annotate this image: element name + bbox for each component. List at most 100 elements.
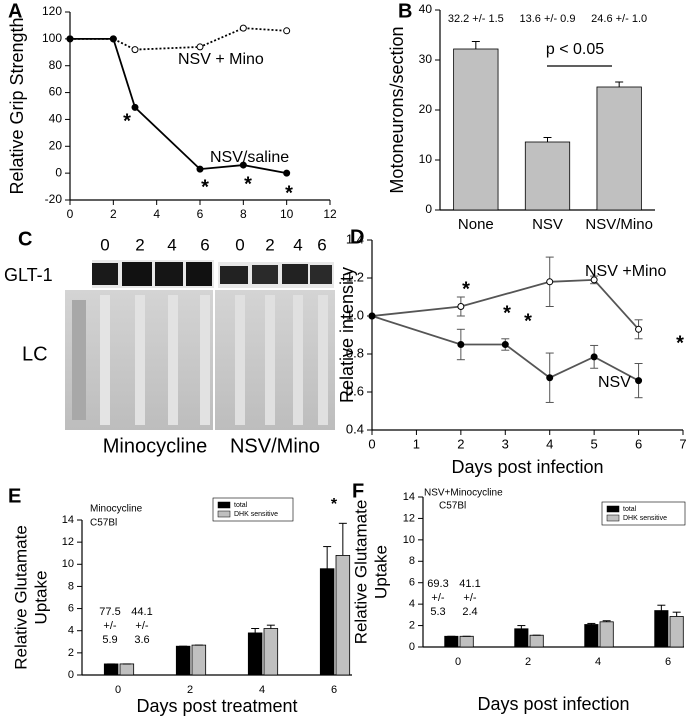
x-tick-label: 6: [635, 436, 642, 451]
x-tick-label: 0: [368, 436, 375, 451]
x-tick-label: 0: [455, 656, 461, 668]
y-tick-label: 80: [49, 58, 63, 72]
baseline-value: 5.9: [102, 634, 117, 646]
x-tick-label: 8: [240, 207, 247, 221]
baseline-value: 41.1: [459, 578, 480, 590]
lane-label: 4: [293, 235, 302, 254]
annotation: p < 0.05: [546, 41, 604, 58]
band: [220, 266, 248, 284]
annotation: *: [503, 302, 511, 324]
x-tick-label: 3: [502, 436, 509, 451]
y-axis-label: Relative intensity: [337, 267, 357, 403]
bar: [263, 628, 279, 676]
series-label: NSV: [598, 374, 631, 391]
gel-lane: [293, 295, 303, 425]
bar: [247, 632, 263, 676]
y-tick-label: 0: [425, 202, 432, 216]
gel-lane: [168, 295, 178, 425]
legend-label: DHK sensitive: [623, 515, 667, 522]
bar: [459, 635, 474, 648]
annotation: *: [201, 176, 209, 198]
gel-lane: [265, 295, 275, 425]
series-line: [371, 315, 639, 382]
gel-lane: [100, 295, 110, 425]
point: [283, 169, 291, 177]
x-tick-label: 4: [546, 436, 553, 451]
lane-label: 2: [135, 235, 144, 254]
x-tick-label: 10: [280, 207, 294, 221]
baseline-value: +/-: [135, 620, 148, 632]
x-tick-label: NSV: [532, 216, 563, 233]
y-tick-label: 8: [409, 555, 415, 567]
y-tick-label: 120: [42, 4, 62, 18]
point: [66, 35, 74, 43]
point: [283, 27, 291, 35]
panel-label: F: [352, 480, 364, 502]
y-axis-label: Uptake: [371, 545, 390, 599]
legend: [212, 497, 294, 522]
x-tick-label: 6: [665, 656, 671, 668]
baseline-value: +/-: [431, 592, 444, 604]
baseline-value: 2.4: [462, 606, 477, 618]
y-axis-label: Relative Glutamate: [351, 500, 370, 645]
y-tick-label: 2: [68, 647, 74, 659]
y-tick-label: 0: [68, 669, 74, 681]
bar: [119, 663, 135, 676]
gel-lane: [72, 300, 86, 420]
x-tick-label: 12: [323, 207, 337, 221]
bar: [524, 141, 571, 211]
y-tick-label: 30: [419, 52, 433, 66]
point: [368, 312, 376, 320]
bar: [584, 624, 599, 648]
baseline-value: +/-: [103, 620, 116, 632]
y-tick-label: 1.0: [346, 307, 364, 322]
panel-label: A: [8, 0, 22, 22]
group-label: NSV/Mino: [230, 435, 320, 457]
y-axis-label: Uptake: [31, 571, 50, 625]
y-tick-label: 10: [403, 534, 415, 546]
x-tick-label: 7: [679, 436, 686, 451]
y-tick-label: 10: [62, 558, 74, 570]
row-label: LC: [22, 343, 48, 365]
y-tick-label: 100: [42, 31, 62, 45]
y-tick-label: 40: [49, 112, 63, 126]
point: [239, 161, 247, 169]
gel-lane: [135, 295, 145, 425]
panel-label: B: [398, 0, 412, 22]
baseline-value: 69.3: [427, 578, 448, 590]
x-tick-label: 0: [115, 684, 121, 696]
annotation: *: [524, 310, 532, 332]
baseline-value: 44.1: [131, 606, 152, 618]
baseline-value: +/-: [463, 592, 476, 604]
note: C57Bl: [439, 501, 466, 512]
point: [635, 325, 643, 333]
legend-swatch: [217, 510, 231, 518]
bar: [175, 645, 191, 676]
group-label: Minocycline: [103, 435, 207, 457]
point: [457, 303, 465, 310]
bar: [444, 635, 459, 648]
y-tick-label: 1.4: [346, 231, 364, 246]
gel-lane: [318, 295, 328, 425]
point: [196, 165, 204, 173]
annotation: *: [285, 182, 293, 204]
panel-label: C: [18, 228, 32, 250]
y-tick-label: 10: [419, 152, 433, 166]
y-tick-label: 4: [68, 625, 74, 637]
x-tick-label: 5: [591, 436, 598, 451]
lane-label: 0: [100, 235, 109, 254]
x-tick-label: 4: [595, 656, 601, 668]
point: [131, 103, 139, 111]
band: [186, 262, 212, 286]
point: [590, 276, 598, 284]
y-tick-label: 0.4: [346, 421, 364, 436]
series-label: NSV/saline: [210, 149, 289, 166]
x-tick-label: 2: [187, 684, 193, 696]
annotation: *: [123, 110, 131, 132]
lane-label: 4: [167, 235, 176, 254]
bar: [599, 621, 614, 648]
y-tick-label: 0.8: [346, 345, 364, 360]
blot-panel: C GLT-1 LC 0 2 4 6 0 2 4 6 Minocycline N…: [4, 228, 335, 457]
x-tick-label: 4: [153, 207, 160, 221]
note: NSV+Minocycline: [424, 488, 503, 499]
